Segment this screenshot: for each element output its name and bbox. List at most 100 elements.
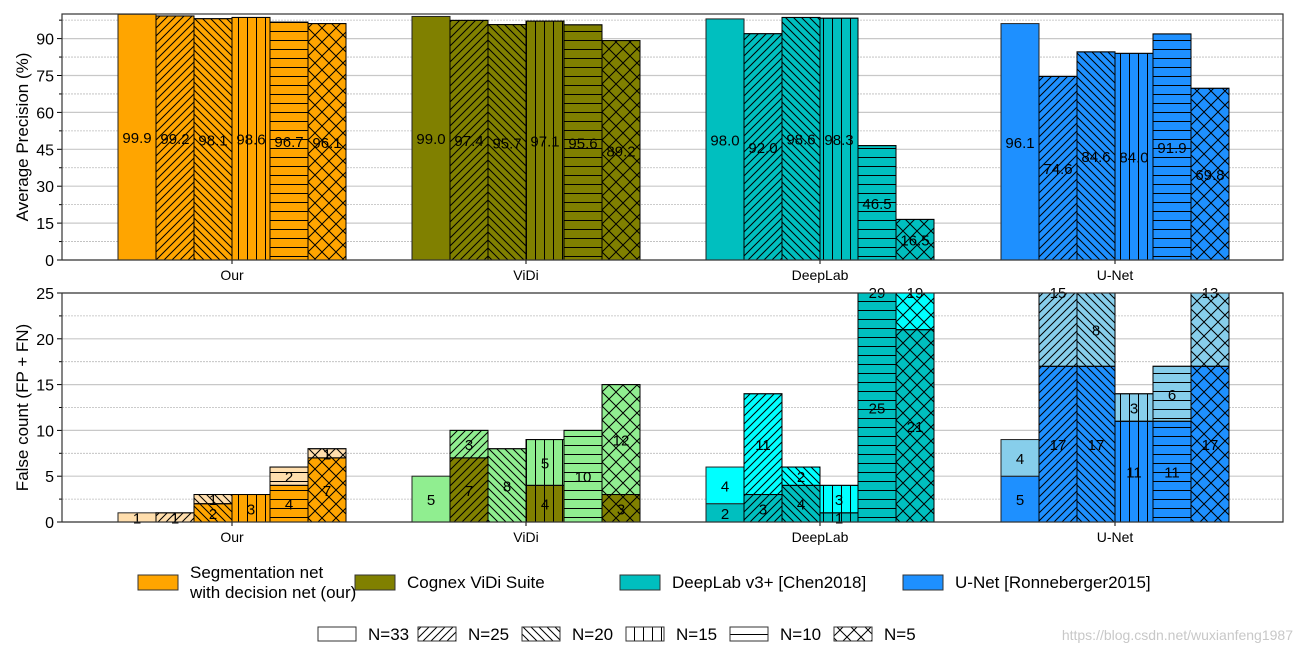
segment-label: 3	[465, 437, 473, 454]
legend-swatch	[137, 574, 179, 591]
x-tick-label: Our	[220, 267, 244, 283]
bar-top-segment	[411, 475, 451, 523]
y-tick-label: 45	[36, 142, 54, 159]
bar-label: 84.0	[1119, 150, 1148, 167]
y-tick-label: 5	[45, 469, 54, 486]
bar-bottom-segment-hatch	[525, 484, 565, 523]
segment-label: 2	[285, 469, 293, 486]
segment-label: 6	[1168, 387, 1176, 404]
segment-label: 1	[171, 510, 179, 527]
y-tick-label: 75	[36, 69, 54, 86]
bar-label: 96.1	[1005, 135, 1034, 152]
legend-swatch	[619, 574, 661, 591]
bar-label: 98.1	[198, 132, 227, 149]
legend-hatch-pattern	[625, 626, 665, 642]
bar-label: 92.0	[748, 140, 777, 157]
legend-label: N=20	[572, 625, 613, 644]
bar-top-segment-hatch	[743, 393, 783, 496]
bar-bottom-segment-hatch	[1038, 365, 1078, 523]
bar-top-segment-hatch	[1076, 292, 1116, 367]
segment-label: 3	[247, 501, 255, 518]
y-tick-label: 25	[36, 286, 54, 303]
segment-label: 11	[755, 437, 771, 454]
bar-hatch	[487, 24, 527, 261]
legend-hatch-swatch	[317, 626, 357, 642]
x-tick-label: ViDi	[513, 267, 538, 283]
segment-label: 11	[1126, 465, 1142, 482]
segment-label: 7	[323, 483, 331, 500]
segment-label: 25	[869, 401, 886, 418]
bar-top-segment-hatch	[895, 292, 935, 331]
legend-label: N=5	[884, 625, 916, 644]
segment-label: 10	[575, 469, 592, 486]
y-axis-label: Average Precision (%)	[13, 53, 32, 222]
bar-label: 98.6	[786, 132, 815, 149]
x-tick-label: U-Net	[1097, 267, 1134, 283]
segment-label: 8	[1092, 323, 1100, 340]
segment-label: 3	[835, 492, 843, 509]
legend-label: N=10	[780, 625, 821, 644]
plot-frame	[61, 13, 1284, 261]
legend-hatch-pattern	[417, 626, 457, 642]
bar-label: 95.7	[492, 135, 521, 152]
segment-label: 4	[1016, 451, 1024, 468]
bar-hatch	[525, 20, 565, 261]
bar-hatch	[155, 15, 195, 261]
bar-label: 95.6	[568, 135, 597, 152]
bar-label: 91.9	[1157, 140, 1186, 157]
bar-bottom-segment-hatch	[231, 494, 271, 523]
x-tick-label: DeepLab	[792, 267, 849, 283]
bar-top-segment-hatch	[563, 429, 603, 523]
bar-label: 97.1	[530, 134, 559, 151]
bar-top-segment-hatch	[781, 466, 821, 486]
y-tick-label: 60	[36, 105, 54, 122]
bar	[411, 15, 451, 261]
legend-label: with decision net (our)	[189, 583, 356, 602]
bar-bottom-segment-hatch	[307, 457, 347, 523]
segment-label: 3	[1130, 401, 1138, 418]
bar-bottom-segment-hatch	[1076, 365, 1116, 523]
x-tick-label: ViDi	[513, 529, 538, 545]
bar-top-segment-hatch	[449, 429, 489, 459]
segment-label: 5	[1016, 492, 1024, 509]
y-tick-label: 90	[36, 32, 54, 49]
y-tick-label: 30	[36, 179, 54, 196]
y-tick-label: 20	[36, 332, 54, 349]
bar-bottom-segment-hatch	[1152, 420, 1192, 523]
bar-label: 98.0	[710, 132, 739, 149]
segment-label: 4	[285, 497, 293, 514]
legend-hatch-pattern	[729, 626, 769, 642]
segment-label: 3	[759, 501, 767, 518]
segment-label: 21	[907, 419, 924, 436]
bar-top-segment-hatch	[487, 448, 527, 523]
y-tick-label: 15	[36, 378, 54, 395]
bar-hatch	[449, 19, 489, 261]
bar-label: 84.6	[1081, 149, 1110, 166]
x-tick-label: DeepLab	[792, 529, 849, 545]
bar-hatch	[895, 218, 935, 261]
bar-hatch	[1114, 52, 1154, 261]
watermark: https://blog.csdn.net/wuxianfeng1987	[1062, 627, 1293, 643]
bar-label: 96.1	[312, 135, 341, 152]
bar-label: 89.2	[606, 143, 635, 160]
bar-label: 98.3	[824, 132, 853, 149]
x-tick-label: U-Net	[1097, 529, 1134, 545]
legend-hatch-pattern	[833, 626, 873, 642]
bar-label: 98.6	[236, 132, 265, 149]
segment-label: 1	[323, 446, 331, 463]
segment-label: 2	[721, 506, 729, 523]
bar-bottom-segment-hatch	[1114, 420, 1154, 523]
bar-top-segment	[1000, 439, 1040, 477]
bar-hatch	[781, 16, 821, 261]
y-tick-label: 10	[36, 423, 54, 440]
legend-label: Segmentation net	[190, 563, 324, 582]
segment-label: 12	[613, 433, 630, 450]
segment-label: 5	[427, 492, 435, 509]
segment-label: 1	[133, 510, 141, 527]
y-tick-label: 0	[45, 253, 54, 270]
bar-hatch	[819, 17, 859, 261]
bar-top-segment-hatch	[601, 384, 641, 496]
segment-label: 7	[465, 483, 473, 500]
y-axis-label: False count (FP + FN)	[13, 324, 32, 491]
